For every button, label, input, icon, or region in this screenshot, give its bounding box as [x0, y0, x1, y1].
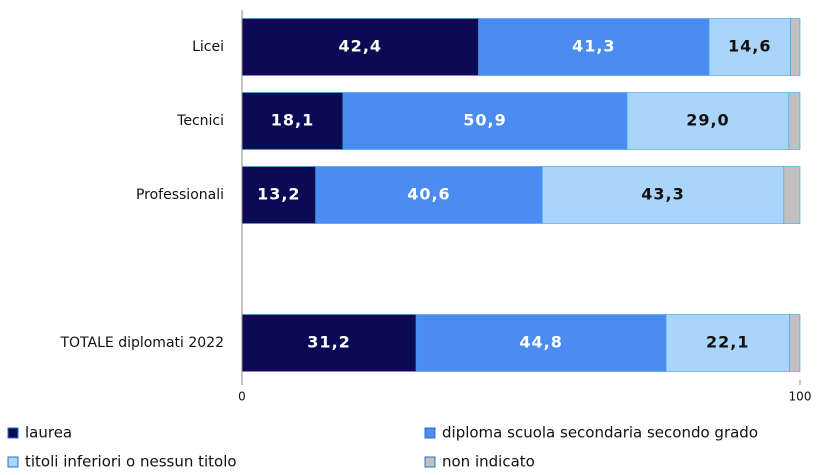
legend-label: diploma scuola secondaria secondo grado — [442, 424, 758, 442]
y-tick-label: Licei — [192, 39, 224, 55]
bar-segment — [478, 18, 710, 76]
legend-label: laurea — [25, 424, 72, 442]
bar-segment — [315, 166, 543, 224]
bar-segment — [788, 92, 801, 150]
x-tick-label: 100 — [789, 390, 812, 404]
value-label: 29,0 — [686, 111, 729, 130]
bar-segment — [241, 166, 316, 224]
value-label: 22,1 — [706, 333, 749, 352]
value-label: 42,4 — [339, 37, 382, 56]
value-label: 41,3 — [572, 37, 615, 56]
bar-segment — [665, 314, 790, 372]
bar-segment — [241, 18, 479, 76]
legend-swatch — [7, 456, 19, 468]
y-tick-label: Tecnici — [176, 113, 224, 129]
value-label: 50,9 — [463, 111, 506, 130]
value-label: 40,6 — [407, 185, 450, 204]
bar-segment — [241, 92, 344, 150]
legend-label: non indicato — [442, 453, 535, 471]
legend-swatch — [424, 427, 436, 439]
legend-swatch — [7, 427, 19, 439]
bar-segment — [789, 314, 801, 372]
bar-segment — [708, 18, 791, 76]
bar-segment — [790, 18, 801, 76]
value-label: 18,1 — [271, 111, 314, 130]
value-label: 31,2 — [307, 333, 350, 352]
bar-segment — [541, 166, 785, 224]
legend-swatch — [424, 456, 436, 468]
bar-segment — [241, 314, 417, 372]
y-tick-label: TOTALE diplomati 2022 — [59, 335, 224, 351]
value-label: 43,3 — [641, 185, 684, 204]
value-label: 44,8 — [519, 333, 562, 352]
bar-segment — [783, 166, 801, 224]
value-label: 13,2 — [257, 185, 300, 204]
legend-label: titoli inferiori o nessun titolo — [25, 453, 237, 471]
y-tick-label: Professionali — [136, 187, 224, 203]
bar-segment — [626, 92, 790, 150]
value-label: 14,6 — [728, 37, 771, 56]
bar-segment — [342, 92, 628, 150]
x-tick-label: 0 — [238, 390, 246, 404]
